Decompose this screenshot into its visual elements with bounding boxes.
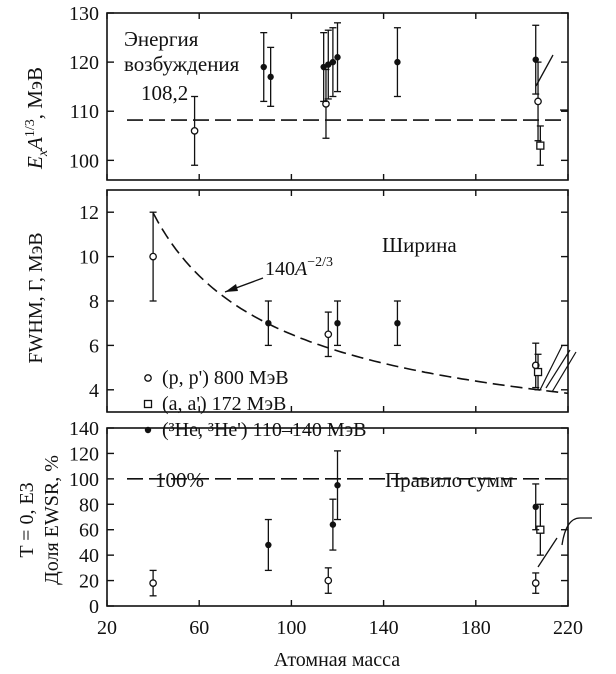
legend-marker bbox=[143, 399, 153, 409]
y-tick-label: 100 bbox=[69, 150, 99, 172]
y-tick-label: 120 bbox=[69, 52, 99, 74]
connector-line bbox=[561, 517, 592, 546]
panel3-ylabel-line2: Доля EWSR, % bbox=[41, 455, 63, 585]
panel2-curve-label: 140A−2/3 bbox=[265, 255, 333, 280]
panel1-y-axis: 100 110 120 130 bbox=[69, 3, 569, 180]
data-point bbox=[334, 54, 341, 61]
data-point bbox=[394, 58, 401, 66]
panel2-fit-curve bbox=[152, 212, 569, 395]
panel3-frame bbox=[106, 427, 569, 607]
data-point bbox=[324, 330, 333, 339]
legend-label: (a, a') 172 МэВ bbox=[162, 393, 286, 415]
data-point bbox=[532, 503, 539, 511]
panel-width: 4 6 8 10 12 FWHM, Г, МэВ Ширина 140A−2/3 bbox=[25, 189, 577, 413]
y-tick-label: 8 bbox=[89, 291, 99, 313]
legend: (p, p') 800 МэВ (a, a') 172 МэВ (³He, ³He'… bbox=[143, 367, 367, 441]
y-tick-label: 120 bbox=[69, 443, 99, 465]
connector-line bbox=[545, 349, 571, 389]
x-tick-label: 140 bbox=[369, 617, 399, 639]
panel1-annotation-line2: возбуждения bbox=[124, 52, 240, 76]
data-point bbox=[267, 73, 274, 81]
y-tick-label: 60 bbox=[79, 520, 99, 542]
panel-excitation-energy: 100 110 120 130 ExA1/3, МэВ Энергия возбужд… bbox=[23, 3, 569, 181]
y-tick-label: 110 bbox=[70, 101, 99, 123]
data-point bbox=[534, 97, 542, 106]
data-point bbox=[260, 63, 267, 71]
data-point bbox=[531, 579, 540, 587]
x-tick-label: 220 bbox=[553, 617, 583, 639]
data-point bbox=[394, 320, 401, 327]
data-point bbox=[265, 320, 272, 327]
y-tick-label: 6 bbox=[89, 335, 99, 357]
data-point bbox=[536, 141, 545, 150]
legend-label: (³He, ³He') 110–140 МэВ bbox=[162, 419, 367, 441]
y-tick-label: 100 bbox=[69, 469, 99, 491]
x-tick-label: 20 bbox=[97, 617, 117, 639]
data-point bbox=[329, 58, 337, 66]
data-point bbox=[334, 320, 341, 327]
panel1-reference-label: 108,2 bbox=[141, 81, 188, 105]
y-tick-label: 0 bbox=[89, 596, 99, 618]
panel2-data-points bbox=[149, 211, 577, 393]
y-tick-label: 12 bbox=[79, 202, 99, 224]
y-tick-label: 140 bbox=[69, 418, 99, 440]
panel3-ylabel-line1: T = 0, E3 bbox=[16, 482, 38, 557]
connector-line bbox=[551, 351, 577, 393]
panel3-y-axis: 0 20 40 60 80 100 120 140 bbox=[69, 418, 569, 618]
panel2-ylabel: FWHM, Г, МэВ bbox=[25, 232, 47, 363]
y-tick-label: 40 bbox=[79, 545, 99, 567]
y-tick-label: 130 bbox=[69, 3, 99, 25]
data-point bbox=[149, 579, 157, 587]
panel3-data-points bbox=[149, 450, 592, 597]
panel1-frame bbox=[106, 12, 569, 181]
data-point bbox=[329, 521, 337, 528]
data-point bbox=[149, 252, 157, 261]
panel1-annotation-line1: Энергия bbox=[124, 27, 199, 51]
data-point bbox=[322, 100, 330, 108]
panel3-reference-label: 100% bbox=[155, 468, 204, 492]
data-point bbox=[190, 127, 199, 135]
x-tick-label: 100 bbox=[276, 617, 306, 639]
legend-marker bbox=[144, 374, 152, 382]
y-tick-label: 20 bbox=[79, 571, 99, 593]
data-point bbox=[533, 367, 543, 377]
panel2-y-axis: 4 6 8 10 12 bbox=[79, 190, 569, 412]
connector-line bbox=[535, 54, 554, 87]
data-point bbox=[334, 482, 341, 489]
legend-label: (p, p') 800 МэВ bbox=[162, 367, 289, 389]
panel2-title: Ширина bbox=[382, 233, 457, 257]
x-axis-label: Атомная масса bbox=[274, 649, 400, 671]
y-tick-label: 80 bbox=[79, 494, 99, 516]
panel1-data-points bbox=[190, 22, 568, 166]
data-point bbox=[265, 541, 272, 549]
y-tick-label: 4 bbox=[89, 380, 99, 402]
x-tick-label: 60 bbox=[189, 617, 209, 639]
panel2-curve-label-arrowhead bbox=[225, 284, 238, 292]
y-tick-label: 10 bbox=[79, 247, 99, 269]
connector-line bbox=[537, 537, 558, 568]
data-point bbox=[324, 576, 333, 585]
data-point bbox=[532, 56, 539, 63]
x-axis: 20 60 100 140 180 220 bbox=[97, 617, 583, 639]
panel1-ylabel: ExA1/3, МэВ bbox=[23, 67, 51, 170]
x-tick-label: 180 bbox=[461, 617, 491, 639]
panel3-rule-label: Правило сумм bbox=[385, 468, 513, 492]
connector-line bbox=[539, 345, 563, 391]
